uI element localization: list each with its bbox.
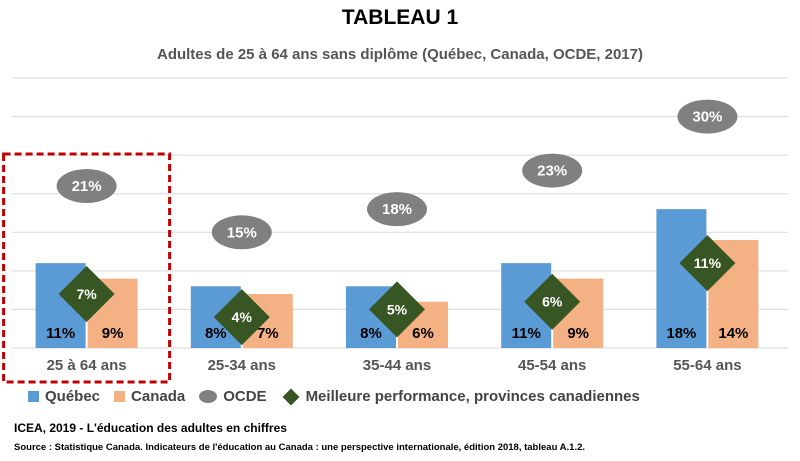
- bar-label-quebec: 8%: [360, 325, 382, 342]
- x-tick-label: 35-44 ans: [363, 357, 431, 374]
- chart-subtitle: Adultes de 25 à 64 ans sans diplôme (Qué…: [156, 46, 643, 63]
- x-tick-label: 25-34 ans: [208, 357, 276, 374]
- legend-label-best: Meilleure performance, provinces canadie…: [305, 388, 640, 405]
- legend-swatch-ocde: [199, 390, 218, 403]
- marker-ocde: [522, 153, 583, 188]
- chart-title: TABLEAU 1: [341, 6, 459, 29]
- legend-item-ocde: OCDE: [199, 388, 267, 405]
- bar-label-canada: 6%: [412, 325, 434, 342]
- marker-label-best: 11%: [694, 255, 722, 271]
- marker-label-ocde: 30%: [692, 109, 722, 126]
- marker-ocde: [56, 169, 117, 203]
- marker-best: [679, 235, 736, 292]
- chart-legend: Québec Canada OCDE Meilleure performance…: [28, 388, 654, 405]
- marker-best: [369, 281, 425, 338]
- marker-best: [213, 289, 270, 346]
- legend-item-quebec: Québec: [28, 388, 100, 405]
- marker-label-ocde: 18%: [382, 201, 412, 218]
- bar-label-canada: 9%: [102, 325, 124, 342]
- marker-best: [58, 266, 115, 322]
- marker-ocde: [367, 192, 427, 227]
- footer-credit: ICEA, 2019 - L'éducation des adultes en …: [14, 421, 287, 435]
- bar-label-canada: 9%: [567, 325, 589, 342]
- footer-source: Source : Statistique Canada. Indicateurs…: [14, 442, 586, 453]
- legend-label-quebec: Québec: [45, 388, 101, 405]
- bar-label-quebec: 18%: [666, 325, 696, 342]
- marker-ocde: [677, 99, 738, 134]
- legend-swatch-quebec: [28, 391, 39, 402]
- x-tick-label: 25 à 64 ans: [47, 357, 127, 374]
- x-tick-label: 45-54 ans: [518, 357, 586, 374]
- bar-label-quebec: 11%: [512, 325, 541, 342]
- bar-label-canada: 14%: [718, 325, 748, 342]
- bar-label-quebec: 11%: [46, 325, 75, 342]
- marker-label-best: 7%: [76, 286, 97, 302]
- legend-swatch-best: [282, 388, 300, 405]
- legend-item-canada: Canada: [114, 388, 185, 405]
- marker-label-best: 5%: [387, 301, 408, 317]
- highlight-box: [2, 152, 172, 384]
- bar-label-quebec: 8%: [205, 325, 227, 342]
- legend-item-best: Meilleure performance, provinces canadie…: [281, 388, 640, 405]
- legend-label-ocde: OCDE: [223, 388, 267, 405]
- chart-plot: 11% 9% 21% 7% 25 à 64 ans 8% 7% 15% 4% 25-34 ans 8…: [2, 77, 788, 384]
- marker-label-ocde: 21%: [72, 178, 102, 195]
- x-tick-label: 55-64 ans: [673, 357, 741, 374]
- marker-label-ocde: 23%: [537, 163, 567, 180]
- marker-label-best: 6%: [542, 294, 563, 310]
- marker-label-best: 4%: [232, 309, 253, 325]
- marker-ocde: [211, 215, 272, 250]
- legend-label-canada: Canada: [131, 388, 186, 405]
- marker-label-ocde: 15%: [227, 224, 257, 241]
- marker-best: [524, 273, 581, 330]
- bar-label-canada: 7%: [257, 325, 279, 342]
- legend-swatch-canada: [114, 391, 126, 402]
